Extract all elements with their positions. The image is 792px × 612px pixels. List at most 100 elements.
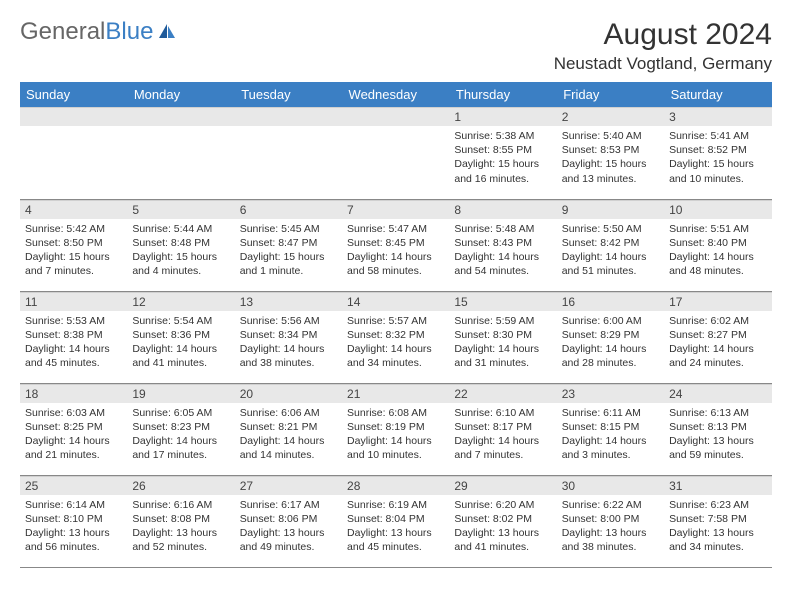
daylight-text: Daylight: 13 hours and 52 minutes. bbox=[132, 526, 229, 554]
sunset-text: Sunset: 8:55 PM bbox=[454, 143, 551, 157]
calendar-day-cell bbox=[342, 107, 449, 199]
day-data: Sunrise: 5:53 AMSunset: 8:38 PMDaylight:… bbox=[20, 311, 127, 375]
day-number: 8 bbox=[449, 200, 556, 219]
calendar-day-cell bbox=[20, 107, 127, 199]
page-header: GeneralBlue August 2024 Neustadt Vogtlan… bbox=[20, 18, 772, 74]
day-number bbox=[342, 107, 449, 126]
sunrise-text: Sunrise: 6:14 AM bbox=[25, 498, 122, 512]
daylight-text: Daylight: 14 hours and 34 minutes. bbox=[347, 342, 444, 370]
calendar-day-cell: 31Sunrise: 6:23 AMSunset: 7:58 PMDayligh… bbox=[664, 475, 771, 567]
sunrise-text: Sunrise: 5:48 AM bbox=[454, 222, 551, 236]
sunset-text: Sunset: 8:23 PM bbox=[132, 420, 229, 434]
sunrise-text: Sunrise: 6:03 AM bbox=[25, 406, 122, 420]
daylight-text: Daylight: 15 hours and 1 minute. bbox=[240, 250, 337, 278]
sunrise-text: Sunrise: 5:57 AM bbox=[347, 314, 444, 328]
calendar-day-cell: 11Sunrise: 5:53 AMSunset: 8:38 PMDayligh… bbox=[20, 291, 127, 383]
day-data: Sunrise: 6:22 AMSunset: 8:00 PMDaylight:… bbox=[557, 495, 664, 559]
daylight-text: Daylight: 14 hours and 3 minutes. bbox=[562, 434, 659, 462]
sunset-text: Sunset: 8:19 PM bbox=[347, 420, 444, 434]
sunrise-text: Sunrise: 5:47 AM bbox=[347, 222, 444, 236]
sunset-text: Sunset: 8:08 PM bbox=[132, 512, 229, 526]
sunrise-text: Sunrise: 6:10 AM bbox=[454, 406, 551, 420]
day-data: Sunrise: 5:45 AMSunset: 8:47 PMDaylight:… bbox=[235, 219, 342, 283]
day-number: 3 bbox=[664, 107, 771, 126]
sunrise-text: Sunrise: 6:11 AM bbox=[562, 406, 659, 420]
day-data: Sunrise: 5:44 AMSunset: 8:48 PMDaylight:… bbox=[127, 219, 234, 283]
daylight-text: Daylight: 14 hours and 51 minutes. bbox=[562, 250, 659, 278]
day-number: 18 bbox=[20, 384, 127, 403]
sunset-text: Sunset: 8:52 PM bbox=[669, 143, 766, 157]
calendar-day-cell: 28Sunrise: 6:19 AMSunset: 8:04 PMDayligh… bbox=[342, 475, 449, 567]
day-data: Sunrise: 6:13 AMSunset: 8:13 PMDaylight:… bbox=[664, 403, 771, 467]
day-number: 5 bbox=[127, 200, 234, 219]
day-number bbox=[20, 107, 127, 126]
sunrise-text: Sunrise: 5:54 AM bbox=[132, 314, 229, 328]
daylight-text: Daylight: 14 hours and 31 minutes. bbox=[454, 342, 551, 370]
sunrise-text: Sunrise: 6:02 AM bbox=[669, 314, 766, 328]
calendar-day-cell: 26Sunrise: 6:16 AMSunset: 8:08 PMDayligh… bbox=[127, 475, 234, 567]
daylight-text: Daylight: 14 hours and 45 minutes. bbox=[25, 342, 122, 370]
sunset-text: Sunset: 8:36 PM bbox=[132, 328, 229, 342]
day-data: Sunrise: 6:11 AMSunset: 8:15 PMDaylight:… bbox=[557, 403, 664, 467]
daylight-text: Daylight: 14 hours and 10 minutes. bbox=[347, 434, 444, 462]
sunset-text: Sunset: 8:42 PM bbox=[562, 236, 659, 250]
sunrise-text: Sunrise: 6:19 AM bbox=[347, 498, 444, 512]
day-data: Sunrise: 6:02 AMSunset: 8:27 PMDaylight:… bbox=[664, 311, 771, 375]
day-number: 22 bbox=[449, 384, 556, 403]
day-number: 6 bbox=[235, 200, 342, 219]
day-number: 24 bbox=[664, 384, 771, 403]
day-data: Sunrise: 5:56 AMSunset: 8:34 PMDaylight:… bbox=[235, 311, 342, 375]
calendar-body: 1Sunrise: 5:38 AMSunset: 8:55 PMDaylight… bbox=[20, 107, 772, 567]
day-data: Sunrise: 5:51 AMSunset: 8:40 PMDaylight:… bbox=[664, 219, 771, 283]
day-number: 11 bbox=[20, 292, 127, 311]
calendar-day-cell: 12Sunrise: 5:54 AMSunset: 8:36 PMDayligh… bbox=[127, 291, 234, 383]
sunrise-text: Sunrise: 5:42 AM bbox=[25, 222, 122, 236]
day-data: Sunrise: 6:19 AMSunset: 8:04 PMDaylight:… bbox=[342, 495, 449, 559]
weekday-header: Thursday bbox=[449, 82, 556, 107]
calendar-day-cell: 15Sunrise: 5:59 AMSunset: 8:30 PMDayligh… bbox=[449, 291, 556, 383]
title-block: August 2024 Neustadt Vogtland, Germany bbox=[554, 18, 772, 74]
weekday-header: Tuesday bbox=[235, 82, 342, 107]
calendar-day-cell bbox=[235, 107, 342, 199]
daylight-text: Daylight: 14 hours and 38 minutes. bbox=[240, 342, 337, 370]
sunset-text: Sunset: 8:47 PM bbox=[240, 236, 337, 250]
daylight-text: Daylight: 13 hours and 59 minutes. bbox=[669, 434, 766, 462]
day-number: 23 bbox=[557, 384, 664, 403]
sunrise-text: Sunrise: 6:00 AM bbox=[562, 314, 659, 328]
daylight-text: Daylight: 14 hours and 14 minutes. bbox=[240, 434, 337, 462]
location-subtitle: Neustadt Vogtland, Germany bbox=[554, 54, 772, 74]
calendar-day-cell: 24Sunrise: 6:13 AMSunset: 8:13 PMDayligh… bbox=[664, 383, 771, 475]
day-data: Sunrise: 6:05 AMSunset: 8:23 PMDaylight:… bbox=[127, 403, 234, 467]
sunset-text: Sunset: 8:50 PM bbox=[25, 236, 122, 250]
sunrise-text: Sunrise: 5:44 AM bbox=[132, 222, 229, 236]
day-data: Sunrise: 6:03 AMSunset: 8:25 PMDaylight:… bbox=[20, 403, 127, 467]
sunrise-text: Sunrise: 6:06 AM bbox=[240, 406, 337, 420]
calendar-day-cell: 27Sunrise: 6:17 AMSunset: 8:06 PMDayligh… bbox=[235, 475, 342, 567]
day-data: Sunrise: 5:41 AMSunset: 8:52 PMDaylight:… bbox=[664, 126, 771, 190]
day-number: 28 bbox=[342, 476, 449, 495]
day-data: Sunrise: 6:23 AMSunset: 7:58 PMDaylight:… bbox=[664, 495, 771, 559]
day-number: 12 bbox=[127, 292, 234, 311]
calendar-header-row: SundayMondayTuesdayWednesdayThursdayFrid… bbox=[20, 82, 772, 107]
sunrise-text: Sunrise: 6:08 AM bbox=[347, 406, 444, 420]
day-number: 10 bbox=[664, 200, 771, 219]
sunrise-text: Sunrise: 5:50 AM bbox=[562, 222, 659, 236]
sunset-text: Sunset: 8:43 PM bbox=[454, 236, 551, 250]
calendar-day-cell: 10Sunrise: 5:51 AMSunset: 8:40 PMDayligh… bbox=[664, 199, 771, 291]
sunset-text: Sunset: 8:06 PM bbox=[240, 512, 337, 526]
calendar-day-cell: 29Sunrise: 6:20 AMSunset: 8:02 PMDayligh… bbox=[449, 475, 556, 567]
calendar-day-cell: 5Sunrise: 5:44 AMSunset: 8:48 PMDaylight… bbox=[127, 199, 234, 291]
sunset-text: Sunset: 7:58 PM bbox=[669, 512, 766, 526]
daylight-text: Daylight: 14 hours and 58 minutes. bbox=[347, 250, 444, 278]
daylight-text: Daylight: 15 hours and 7 minutes. bbox=[25, 250, 122, 278]
sunrise-text: Sunrise: 6:13 AM bbox=[669, 406, 766, 420]
sunset-text: Sunset: 8:25 PM bbox=[25, 420, 122, 434]
sunset-text: Sunset: 8:17 PM bbox=[454, 420, 551, 434]
sunset-text: Sunset: 8:40 PM bbox=[669, 236, 766, 250]
calendar-week-row: 18Sunrise: 6:03 AMSunset: 8:25 PMDayligh… bbox=[20, 383, 772, 475]
day-data: Sunrise: 5:54 AMSunset: 8:36 PMDaylight:… bbox=[127, 311, 234, 375]
brand-part2: Blue bbox=[105, 18, 153, 45]
sunset-text: Sunset: 8:30 PM bbox=[454, 328, 551, 342]
day-data: Sunrise: 6:20 AMSunset: 8:02 PMDaylight:… bbox=[449, 495, 556, 559]
sunset-text: Sunset: 8:00 PM bbox=[562, 512, 659, 526]
